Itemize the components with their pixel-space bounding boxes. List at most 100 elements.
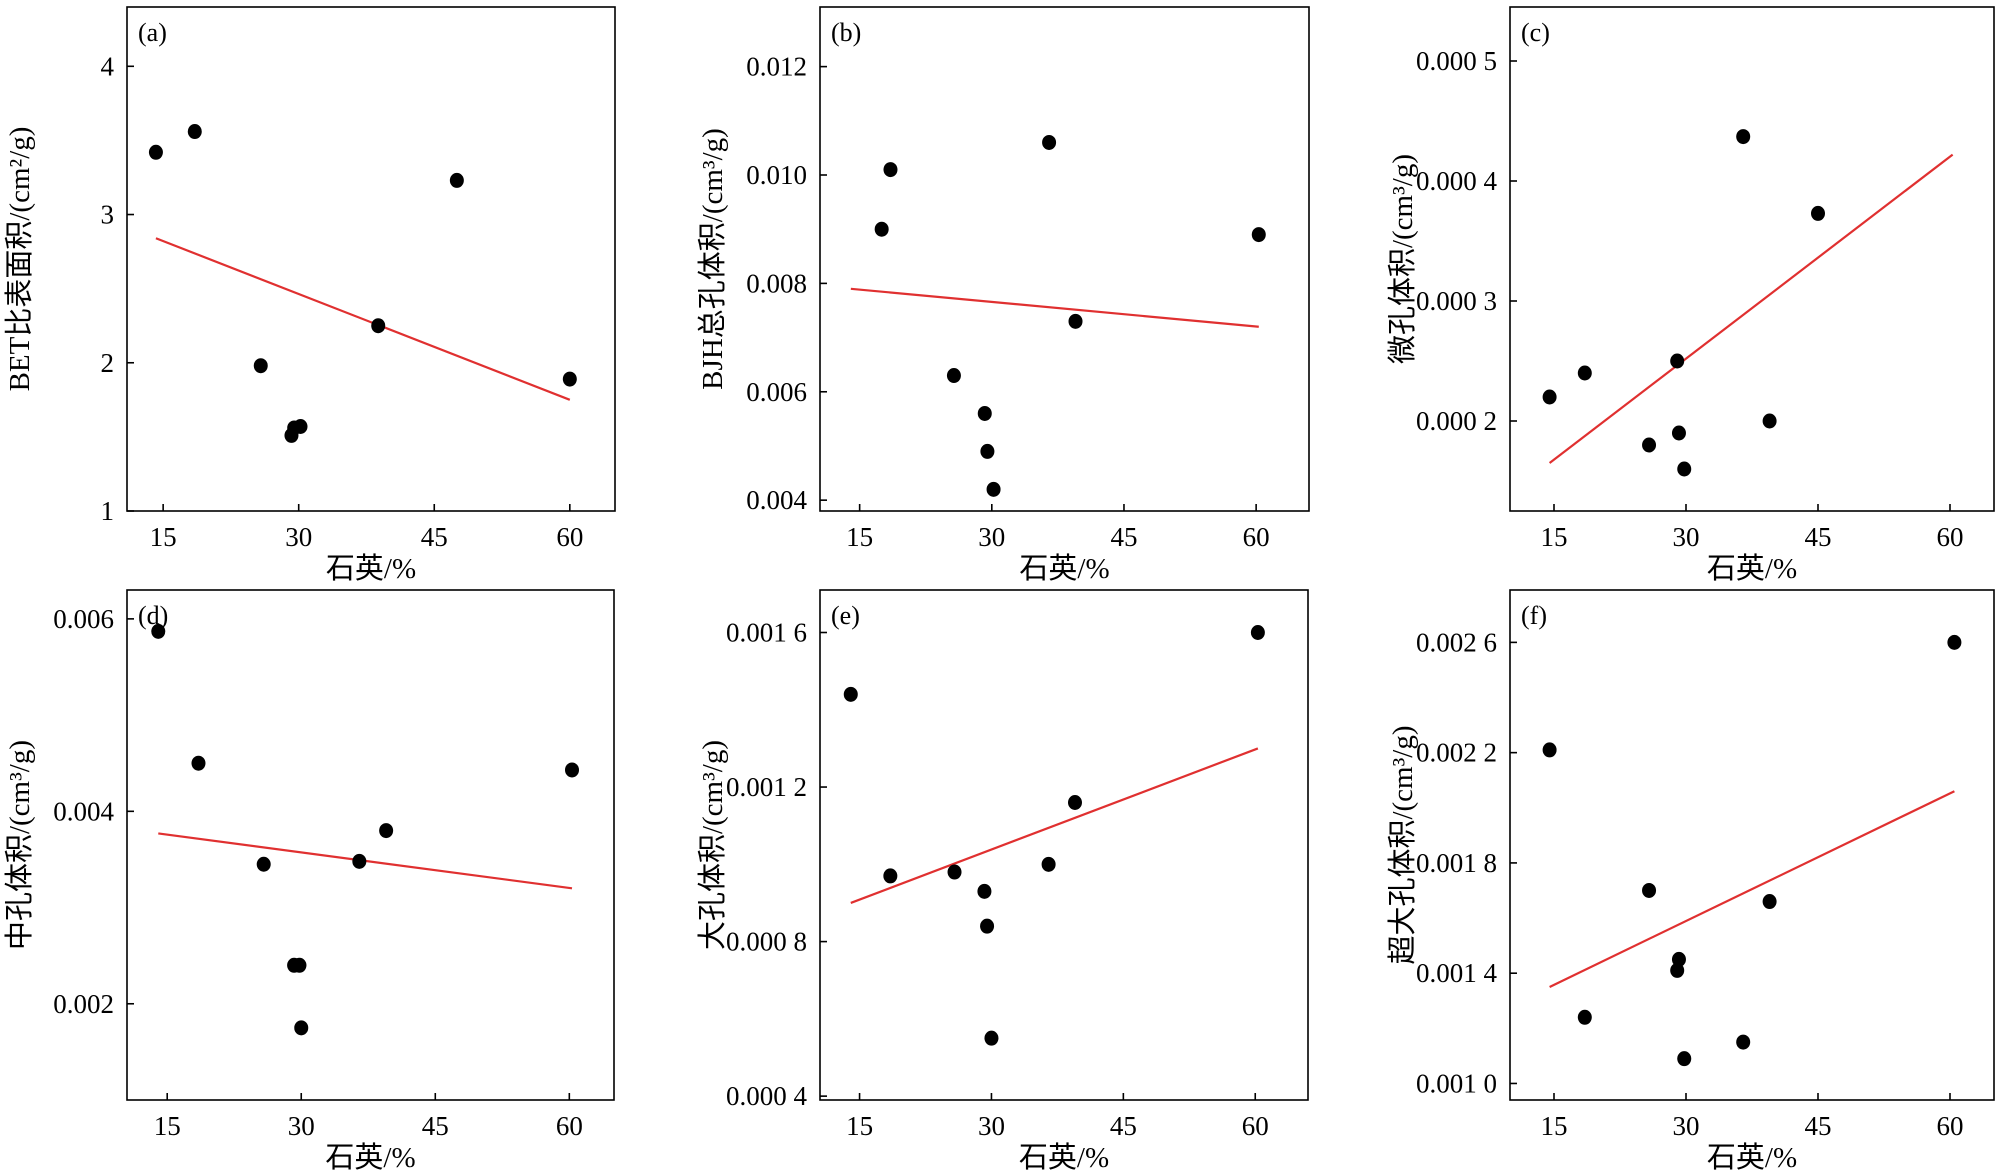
data-point	[562, 371, 577, 387]
data-point	[191, 755, 206, 771]
y-tick-label: 0.000 4	[1416, 166, 1498, 196]
y-tick-label: 0.001 6	[726, 618, 807, 648]
data-point	[1250, 625, 1265, 640]
data-point	[1670, 962, 1685, 978]
data-point	[874, 221, 889, 237]
panel-d: (d) 15 30 45 60 0.002 0.004 0.006 石英/% 中孔体积/(cm³/…	[3, 589, 615, 1174]
y-tick-label: 0.000 8	[726, 927, 807, 957]
data-point	[187, 124, 202, 140]
y-tick-label: 0.001 4	[1416, 958, 1498, 988]
data-point	[980, 918, 995, 934]
x-tick-label: 45	[1110, 522, 1137, 552]
y-tick-label: 0.002 6	[1416, 627, 1497, 657]
data-point	[294, 1020, 309, 1036]
data-point	[1042, 134, 1057, 150]
x-tick-label: 15	[1541, 1111, 1568, 1141]
x-tick-label: 15	[846, 1111, 873, 1141]
data-point	[1041, 856, 1056, 872]
data-point	[151, 623, 166, 639]
data-point	[947, 864, 962, 880]
data-point	[1762, 894, 1777, 910]
y-tick-label: 0.006	[746, 377, 807, 407]
x-tick-label: 45	[421, 522, 448, 552]
panel-label: (c)	[1521, 18, 1550, 47]
y-axis-label: 大孔体积/(cm³/g)	[696, 740, 729, 950]
plot-frame	[126, 589, 615, 1101]
y-tick-label: 0.002	[53, 989, 114, 1019]
x-tick-label: 15	[150, 522, 177, 552]
plot-frame	[1509, 589, 1995, 1101]
data-point	[293, 419, 308, 435]
y-axis-label: 中孔体积/(cm³/g)	[3, 740, 36, 950]
x-tick-label: 60	[556, 1111, 583, 1141]
panel-e: (e) 15 30 45 60 0.000 4 0.000 8 0.001 2 0.001 6 石…	[696, 589, 1309, 1174]
data-point	[284, 427, 299, 443]
y-tick-label: 0.000 3	[1416, 286, 1497, 316]
data-point	[148, 144, 163, 160]
x-tick-label: 45	[1805, 522, 1832, 552]
y-axis-label: 超大孔体积/(cm³/g)	[1386, 725, 1419, 964]
x-tick-label: 30	[285, 522, 312, 552]
data-point	[1577, 1009, 1592, 1025]
x-axis-label: 石英/%	[1019, 1141, 1109, 1174]
x-tick-label: 60	[1242, 1111, 1269, 1141]
data-point	[986, 481, 1001, 497]
x-tick-label: 30	[978, 522, 1005, 552]
y-tick-label: 0.008	[746, 268, 807, 298]
panel-label: (e)	[831, 601, 860, 630]
regression-line	[1549, 790, 1955, 988]
plot-frame	[819, 589, 1309, 1101]
data-point	[379, 823, 394, 839]
data-point	[371, 318, 386, 334]
y-tick-label: 0.000 4	[726, 1081, 808, 1111]
data-point	[1642, 882, 1657, 898]
y-tick-label: 0.012	[746, 52, 807, 82]
x-tick-label: 15	[1541, 522, 1568, 552]
x-tick-label: 15	[154, 1111, 181, 1141]
data-point	[977, 883, 992, 899]
x-axis-label: 石英/%	[325, 1141, 415, 1174]
regression-line	[155, 237, 571, 401]
panel-b: (b) 15 30 45 60 0.004 0.006 0.008 0.010 0.012 石英/%…	[696, 6, 1310, 585]
x-tick-label: 45	[422, 1111, 449, 1141]
y-tick-label: 0.001 2	[726, 772, 807, 802]
panel-label: (a)	[138, 18, 167, 47]
data-point	[946, 368, 961, 384]
x-axis-label: 石英/%	[326, 552, 416, 585]
y-tick-label: 4	[101, 51, 115, 81]
plot-frame	[1509, 6, 1995, 512]
y-tick-label: 0.002 2	[1416, 738, 1497, 768]
data-point	[352, 853, 367, 869]
plot-frame	[819, 6, 1310, 512]
x-tick-label: 60	[1937, 522, 1964, 552]
y-tick-label: 0.001 8	[1416, 848, 1497, 878]
x-tick-label: 45	[1805, 1111, 1832, 1141]
y-tick-label: 0.001 0	[1416, 1068, 1497, 1098]
data-point	[1677, 1051, 1692, 1067]
data-point	[1251, 227, 1266, 243]
y-tick-label: 0.006	[53, 604, 114, 634]
x-axis-label: 石英/%	[1707, 1141, 1797, 1174]
x-tick-label: 60	[556, 522, 583, 552]
y-axis-label: BET比表面积/(cm²/g)	[3, 127, 36, 392]
data-point	[565, 762, 580, 778]
data-point	[292, 957, 307, 973]
panel-a: (a) 15 30 45 60 1 2 3 4 石英/% BET比表面积/(cm²/g)	[3, 6, 616, 585]
data-point	[449, 172, 464, 188]
data-point	[1542, 742, 1557, 758]
y-axis-label: BJH总孔体积/(cm³/g)	[696, 128, 729, 390]
y-tick-label: 0.000 5	[1416, 46, 1497, 76]
data-point	[1542, 389, 1557, 405]
data-point	[1671, 425, 1686, 441]
data-point	[980, 443, 995, 459]
x-tick-label: 60	[1937, 1111, 1964, 1141]
x-axis-label: 石英/%	[1707, 552, 1797, 585]
data-point	[984, 1030, 999, 1046]
x-tick-label: 30	[1673, 522, 1700, 552]
panel-f: (f) 15 30 45 60 0.001 0 0.001 4 0.001 8 0.002 2 0…	[1386, 589, 1995, 1174]
y-tick-label: 3	[101, 200, 115, 230]
data-point	[1736, 129, 1751, 145]
y-tick-label: 1	[101, 496, 115, 526]
y-tick-label: 2	[101, 348, 115, 378]
